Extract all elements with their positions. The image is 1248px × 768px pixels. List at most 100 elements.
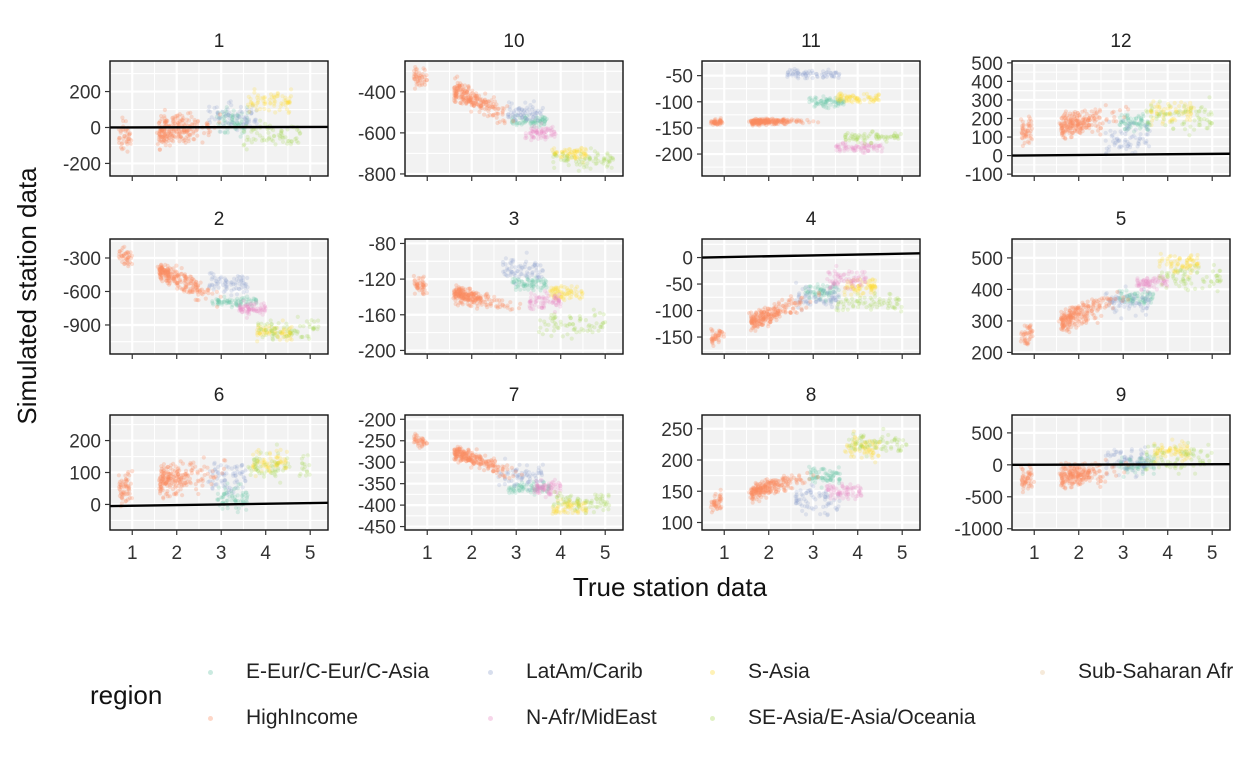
data-point [821,69,826,74]
data-point [211,272,216,277]
data-point [312,326,317,331]
data-point [823,100,828,105]
data-point [838,100,843,105]
data-point [245,118,250,123]
data-point [201,289,206,294]
data-point [831,281,836,286]
data-point [760,119,765,124]
data-point [1209,110,1214,115]
data-point [843,286,848,291]
data-point [1139,117,1144,122]
data-point [791,306,796,311]
data-point [1087,115,1092,120]
data-point [532,262,537,267]
data-point [1146,282,1151,287]
data-point [605,163,611,168]
data-point [1097,107,1102,112]
data-point [238,299,243,304]
data-point [168,275,173,280]
data-point [1127,293,1132,298]
data-point [896,297,901,302]
data-point [758,119,764,124]
data-point [591,159,596,164]
data-point [786,299,792,305]
data-point [526,271,531,276]
data-point [1071,115,1077,120]
data-point [574,330,579,335]
data-point [527,304,532,309]
data-point [750,120,755,125]
data-point [1020,131,1025,136]
data-point [269,322,274,327]
data-point [545,298,551,304]
data-point [1147,298,1152,303]
data-point [535,285,541,290]
data-point [1124,125,1129,130]
data-point [786,72,791,78]
data-point [562,154,567,159]
data-point [197,289,202,294]
data-point [1168,105,1173,110]
data-point [715,120,720,125]
data-point [1069,117,1074,122]
data-point [1186,104,1191,109]
data-point [246,94,251,99]
data-point [182,273,187,278]
data-point [1080,129,1085,134]
data-point [1112,115,1117,120]
data-point [505,273,510,279]
data-point [1025,340,1030,345]
data-point [581,151,587,157]
data-point [529,134,534,139]
data-point [758,310,764,315]
data-point [537,270,542,275]
data-point [295,314,300,319]
data-point [520,115,525,120]
data-point [1136,141,1141,146]
data-point [1022,335,1027,340]
data-point [1183,109,1188,114]
data-point [832,281,837,286]
data-point [1079,120,1084,126]
data-point [1139,118,1144,123]
data-point [781,309,786,314]
data-point [157,131,162,136]
data-point [530,119,535,125]
data-point [594,321,599,326]
data-point [539,280,544,285]
data-point [1119,112,1124,118]
data-point [840,141,846,146]
data-point [837,144,842,150]
data-point [452,85,457,90]
data-point [1160,274,1166,279]
data-point [270,337,276,342]
data-point [250,299,255,304]
data-point [1083,125,1088,130]
data-point [267,326,272,331]
data-point [1141,287,1146,292]
data-point [168,131,173,136]
data-point [536,274,542,279]
data-point [1152,104,1157,110]
data-point [508,300,513,305]
data-point [1075,118,1080,123]
data-point [565,153,570,158]
data-point [222,115,227,120]
data-point [811,292,817,297]
data-point [817,297,822,302]
data-point [1117,108,1123,113]
data-point [797,299,802,304]
data-point [538,288,543,293]
data-point [162,132,167,137]
data-point [1132,291,1137,296]
data-point [160,270,165,275]
points [709,263,904,348]
data-point [1140,278,1145,283]
data-point [836,308,841,313]
data-point [807,69,812,74]
data-point [474,101,479,106]
data-point [751,314,756,319]
data-point [813,100,818,105]
data-point [228,114,233,119]
data-point [189,278,194,284]
